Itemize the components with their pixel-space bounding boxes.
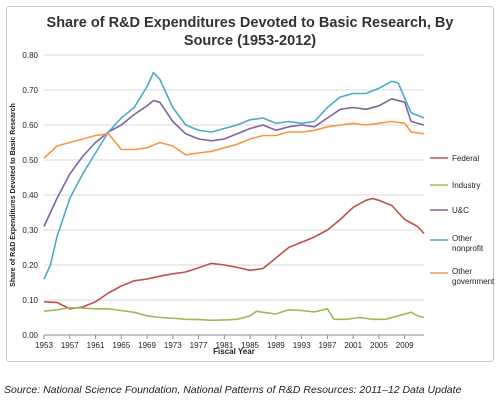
y-tick-label: 0.40 (22, 191, 38, 200)
legend-label-0: Federal (452, 154, 479, 163)
x-tick-label: 2009 (396, 341, 414, 350)
y-tick-label: 0.60 (22, 121, 38, 130)
legend-label-1: Industry (452, 181, 480, 190)
series-line-4 (43, 120, 425, 159)
series-line-3 (43, 71, 425, 280)
source-caption: Source: National Science Foundation, Nat… (4, 384, 462, 396)
x-tick-label: 1953 (35, 341, 53, 350)
y-tick-label: 0.70 (22, 86, 38, 95)
series-line-1 (43, 306, 425, 322)
x-tick-label: 1961 (87, 341, 105, 350)
x-tick-label: 1997 (318, 341, 336, 350)
series-line-2 (43, 98, 425, 227)
x-tick-label: 1973 (164, 341, 182, 350)
x-tick-label: 1969 (138, 341, 156, 350)
x-tick-label: 1985 (241, 341, 259, 350)
chart-title: Share of R&D Expenditures Devoted to Bas… (6, 14, 494, 50)
y-tick-label: 0.30 (22, 226, 38, 235)
y-tick-label: 0.50 (22, 156, 38, 165)
legend-label-3: Other nonprofit (452, 234, 484, 253)
x-tick-label: 2005 (370, 341, 388, 350)
x-tick-label: 1977 (190, 341, 208, 350)
x-tick-label: 1993 (293, 341, 311, 350)
x-tick-label: 1981 (215, 341, 233, 350)
x-tick-label: 2001 (344, 341, 362, 350)
x-tick-label: 1965 (112, 341, 130, 350)
x-tick-label: 1989 (267, 341, 285, 350)
legend-label-4: Other government (452, 267, 495, 286)
x-tick-label: 1957 (61, 341, 79, 350)
y-tick-label: 0.10 (22, 296, 38, 305)
y-tick-label: 0.20 (22, 261, 38, 270)
chart-frame (6, 6, 494, 362)
y-axis-title: Share of R&D Expenditures Devoted to Bas… (10, 103, 17, 287)
x-axis-title: Fiscal Year (213, 347, 255, 356)
series-line-0 (43, 197, 425, 310)
chart-title-line-1: Share of R&D Expenditures Devoted to Bas… (46, 15, 454, 31)
y-tick-label: 0.00 (22, 331, 38, 340)
legend-label-2: U&C (452, 206, 469, 215)
chart-title-line-2: Source (1953-2012) (183, 33, 317, 49)
y-tick-label: 0.80 (22, 51, 38, 60)
